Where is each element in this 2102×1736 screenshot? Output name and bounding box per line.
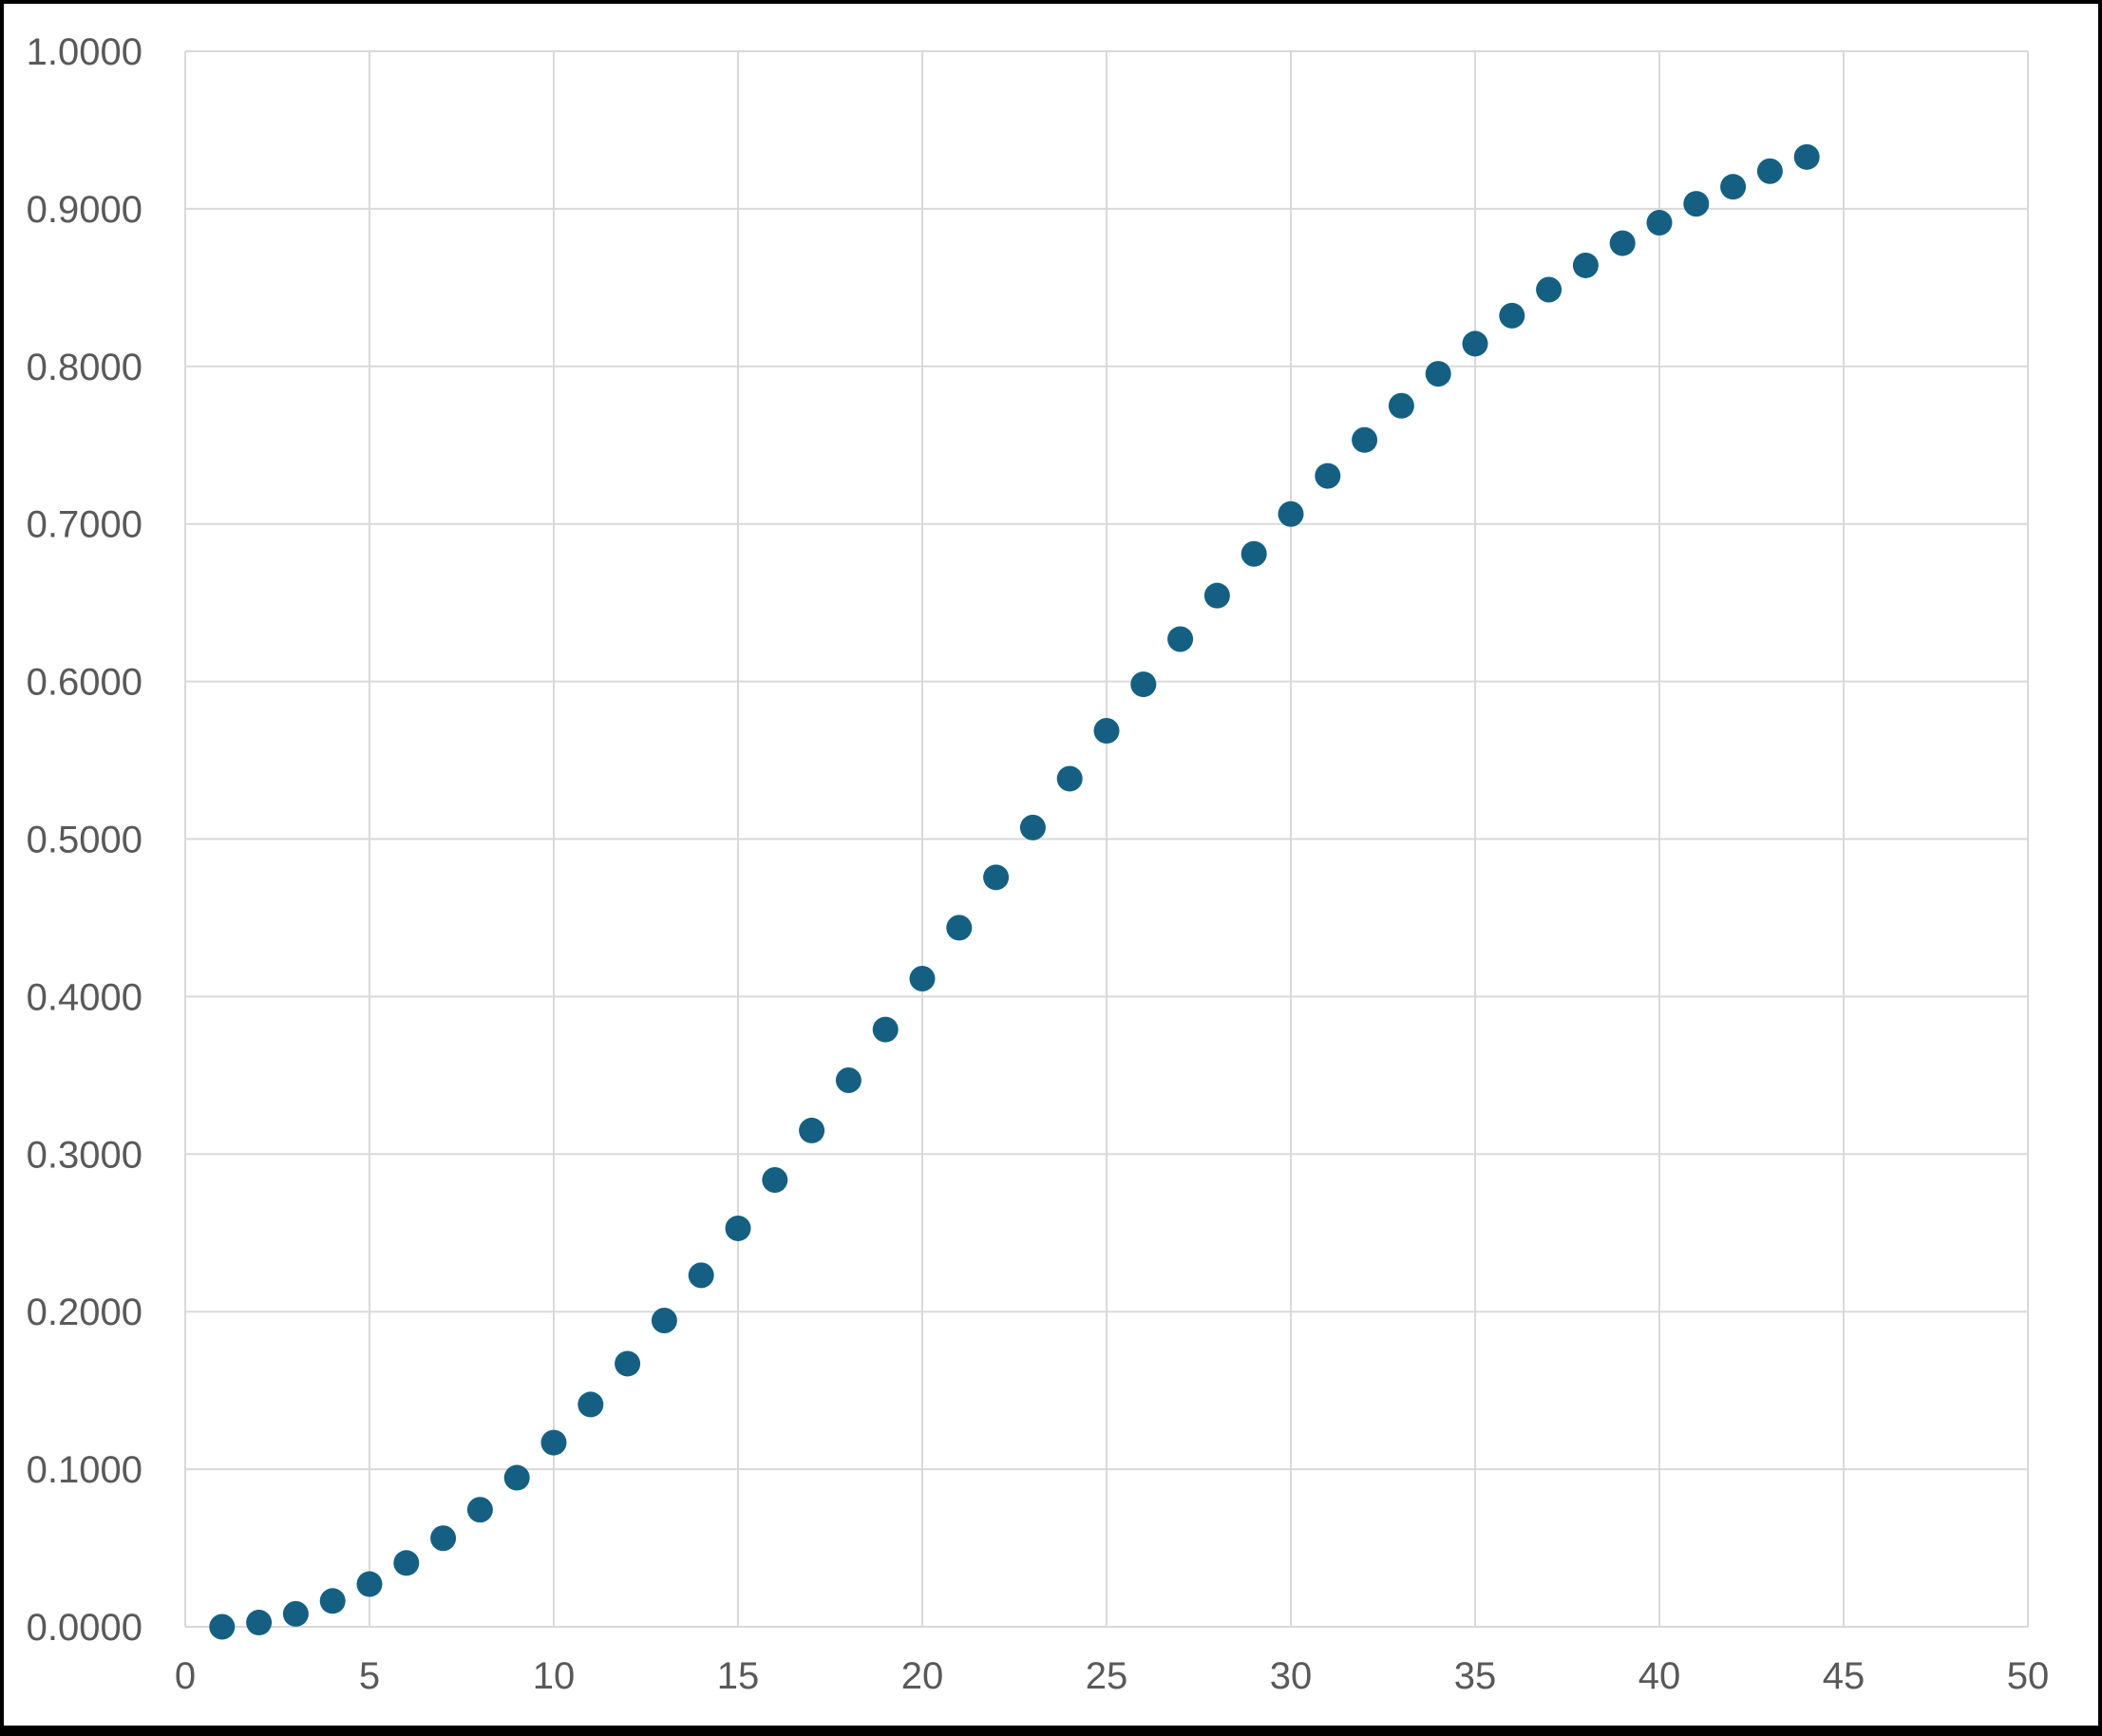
x-tick-label: 40 <box>1638 1655 1681 1697</box>
y-tick-label: 0.4000 <box>27 976 142 1018</box>
y-tick-label: 0.0000 <box>27 1607 142 1649</box>
data-point-series <box>209 143 1820 1640</box>
data-point <box>540 1429 567 1456</box>
data-point <box>983 864 1010 891</box>
data-point <box>1499 302 1525 329</box>
y-tick-label: 0.7000 <box>27 504 142 546</box>
data-point <box>1093 718 1120 745</box>
data-point <box>1646 209 1673 236</box>
data-point <box>1536 276 1562 303</box>
x-tick-label: 35 <box>1454 1655 1497 1697</box>
data-point <box>246 1610 273 1636</box>
data-point <box>503 1464 530 1491</box>
data-point <box>1462 330 1488 357</box>
y-tick-label: 0.9000 <box>27 189 142 231</box>
data-point <box>1720 174 1747 200</box>
data-point <box>209 1613 236 1640</box>
data-point <box>799 1117 825 1143</box>
x-axis-tick-labels: 0 5 10 15 20 25 30 35 40 45 50 <box>175 1655 2049 1697</box>
data-point <box>909 965 936 991</box>
data-point <box>466 1497 493 1523</box>
x-tick-label: 0 <box>175 1655 196 1697</box>
y-tick-label: 0.6000 <box>27 662 142 704</box>
y-tick-label: 0.3000 <box>27 1134 142 1176</box>
x-tick-label: 50 <box>2007 1655 2050 1697</box>
x-tick-label: 30 <box>1270 1655 1313 1697</box>
data-point <box>1609 230 1636 256</box>
data-point <box>1388 392 1414 419</box>
y-axis-tick-labels: 0.0000 0.1000 0.2000 0.3000 0.4000 0.5000 0.60… <box>27 31 142 1649</box>
data-point <box>393 1550 420 1576</box>
scatter-chart: 0 5 10 15 20 25 30 35 40 45 50 0.00000.10000.20000… <box>27 31 2050 1697</box>
data-point <box>725 1215 751 1241</box>
data-point <box>578 1391 604 1418</box>
data-point <box>688 1262 714 1289</box>
x-tick-label: 5 <box>359 1655 380 1697</box>
data-point <box>1572 252 1599 278</box>
data-point <box>1167 626 1194 652</box>
y-tick-label: 0.1000 <box>27 1449 142 1491</box>
data-point <box>762 1167 788 1194</box>
data-point <box>1315 462 1341 489</box>
data-point <box>1278 500 1304 527</box>
x-tick-label: 25 <box>1086 1655 1128 1697</box>
gridlines <box>184 50 2029 1628</box>
data-point <box>282 1600 309 1627</box>
data-point <box>1056 765 1083 792</box>
x-tick-label: 20 <box>901 1655 944 1697</box>
data-point <box>835 1066 862 1093</box>
data-point <box>1203 582 1230 609</box>
data-point <box>615 1350 641 1377</box>
data-point <box>1352 426 1378 453</box>
data-point <box>430 1525 457 1552</box>
y-tick-label: 1.0000 <box>27 31 142 73</box>
data-point <box>1756 158 1783 184</box>
y-tick-label: 0.8000 <box>27 347 142 388</box>
data-point <box>1130 671 1157 698</box>
x-tick-label: 45 <box>1823 1655 1865 1697</box>
x-tick-label: 10 <box>533 1655 576 1697</box>
data-point <box>1240 540 1267 567</box>
y-tick-label: 0.2000 <box>27 1292 142 1333</box>
data-point <box>946 915 973 941</box>
y-tick-label: 0.5000 <box>27 820 142 861</box>
data-point <box>1425 361 1451 387</box>
data-point <box>872 1016 899 1043</box>
data-point <box>319 1588 346 1614</box>
data-point <box>651 1307 677 1333</box>
data-point <box>1019 814 1046 840</box>
x-tick-label: 15 <box>717 1655 760 1697</box>
data-point <box>356 1571 383 1597</box>
data-point <box>1683 191 1710 217</box>
data-point <box>1793 143 1820 170</box>
